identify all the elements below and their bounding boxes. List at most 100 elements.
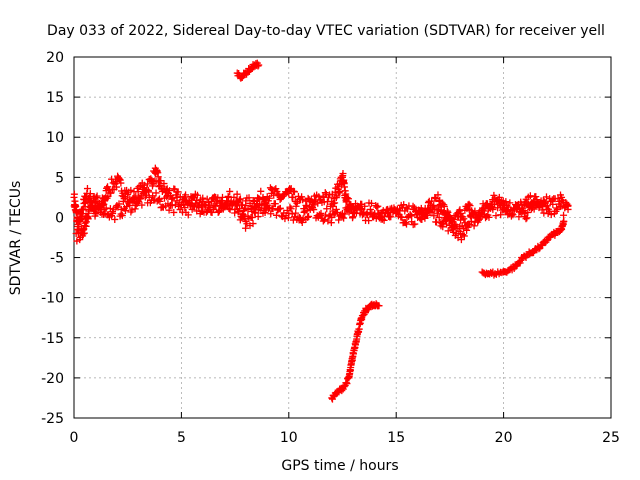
lower-band-point	[401, 219, 409, 227]
lower-band-point	[357, 205, 365, 213]
main-band-point	[166, 187, 174, 195]
lower-band-point	[232, 200, 240, 208]
descending-segment-point	[373, 301, 381, 309]
lower-band-point	[523, 214, 531, 222]
main-band-point	[290, 188, 298, 196]
x-tick-label: 0	[70, 430, 79, 446]
main-band-point	[233, 190, 241, 198]
main-band-point	[83, 185, 91, 193]
lower-band-point	[352, 200, 360, 208]
lower-band-point	[501, 207, 509, 215]
main-band-point	[494, 196, 502, 204]
lower-band-point	[123, 203, 131, 211]
lower-band-point	[115, 200, 123, 208]
lower-band-point	[447, 217, 455, 225]
lower-band-point	[435, 213, 443, 221]
main-band-point	[235, 196, 243, 204]
lower-band-point	[385, 209, 393, 217]
lower-band-point	[286, 203, 294, 211]
main-band-point	[424, 199, 432, 207]
main-band-point	[343, 194, 351, 202]
lower-band-point	[133, 199, 141, 207]
x-tick-label: 20	[495, 430, 513, 446]
x-tick-label: 5	[177, 430, 186, 446]
upper-segment-point	[254, 62, 262, 70]
lower-band-point	[118, 212, 126, 220]
y-tick-label: 5	[55, 170, 64, 186]
data-points	[70, 59, 572, 403]
main-band-point	[174, 188, 182, 196]
lower-band-point	[520, 207, 528, 215]
lower-band-point	[455, 227, 463, 235]
lower-band-point	[398, 213, 406, 221]
lower-band-point	[350, 208, 358, 216]
lower-band-point	[497, 211, 505, 219]
main-band-point	[418, 215, 426, 223]
main-band-point	[86, 190, 94, 198]
lower-band-point	[492, 212, 500, 220]
y-tick-label: 0	[55, 210, 64, 226]
main-band-point	[339, 170, 347, 178]
lower-band-point	[494, 204, 502, 212]
main-band-point	[532, 193, 540, 201]
main-band-point	[193, 191, 201, 199]
lower-band-point	[284, 214, 292, 222]
lower-band-point	[389, 207, 397, 215]
lower-band-point	[236, 205, 244, 213]
lower-band-point	[323, 205, 331, 213]
lower-band-point	[203, 207, 211, 215]
main-band-point	[465, 200, 473, 208]
main-band-point	[434, 191, 442, 199]
lower-band-point	[368, 210, 376, 218]
main-band-point	[116, 176, 124, 184]
lower-band-point	[271, 200, 279, 208]
main-band-point	[367, 199, 375, 207]
lower-band-point	[154, 196, 162, 204]
lower-band-point	[276, 204, 284, 212]
lower-band-point	[137, 195, 145, 203]
lower-band-point	[269, 205, 277, 213]
chart-title: Day 033 of 2022, Sidereal Day-to-day VTE…	[47, 23, 605, 39]
lower-band-point	[330, 210, 338, 218]
lower-band-point	[326, 211, 334, 219]
lower-band-point	[549, 200, 557, 208]
lower-band-point	[181, 204, 189, 212]
lower-band-point	[298, 219, 306, 227]
lower-band-point	[130, 196, 138, 204]
y-tick-label: 10	[46, 130, 64, 146]
lower-band-point	[560, 211, 568, 219]
main-band-point	[502, 198, 510, 206]
lower-band-point	[117, 210, 125, 218]
main-band-point	[342, 190, 350, 198]
lower-band-point	[431, 205, 439, 213]
lower-band-point	[76, 236, 84, 244]
lower-band-point	[552, 207, 560, 215]
lower-band-point	[375, 214, 383, 222]
main-band-point	[108, 175, 116, 183]
main-band-point	[265, 194, 273, 202]
x-tick-label: 25	[602, 430, 620, 446]
main-band-point	[249, 196, 257, 204]
lower-band-point	[85, 207, 93, 215]
lower-band-point	[412, 211, 420, 219]
lower-band-point	[222, 201, 230, 209]
lower-band-point	[301, 207, 309, 215]
descending-segment-point	[340, 383, 348, 391]
lower-band-point	[439, 223, 447, 231]
lower-band-point	[495, 200, 503, 208]
x-tick-label: 15	[387, 430, 405, 446]
y-tick-label: -20	[41, 371, 64, 387]
lower-band-point	[504, 203, 512, 211]
descending-segment-point	[358, 316, 366, 324]
main-band-point	[466, 202, 474, 210]
lower-band-point	[93, 192, 101, 200]
main-band-point	[374, 202, 382, 210]
lower-band-point	[152, 189, 160, 197]
lower-band-point	[522, 215, 530, 223]
lower-band-point	[111, 215, 119, 223]
lower-band-point	[184, 211, 192, 219]
main-band-point	[203, 195, 211, 203]
main-band-point	[293, 199, 301, 207]
lower-band-point	[305, 212, 313, 220]
main-band-point	[331, 199, 339, 207]
